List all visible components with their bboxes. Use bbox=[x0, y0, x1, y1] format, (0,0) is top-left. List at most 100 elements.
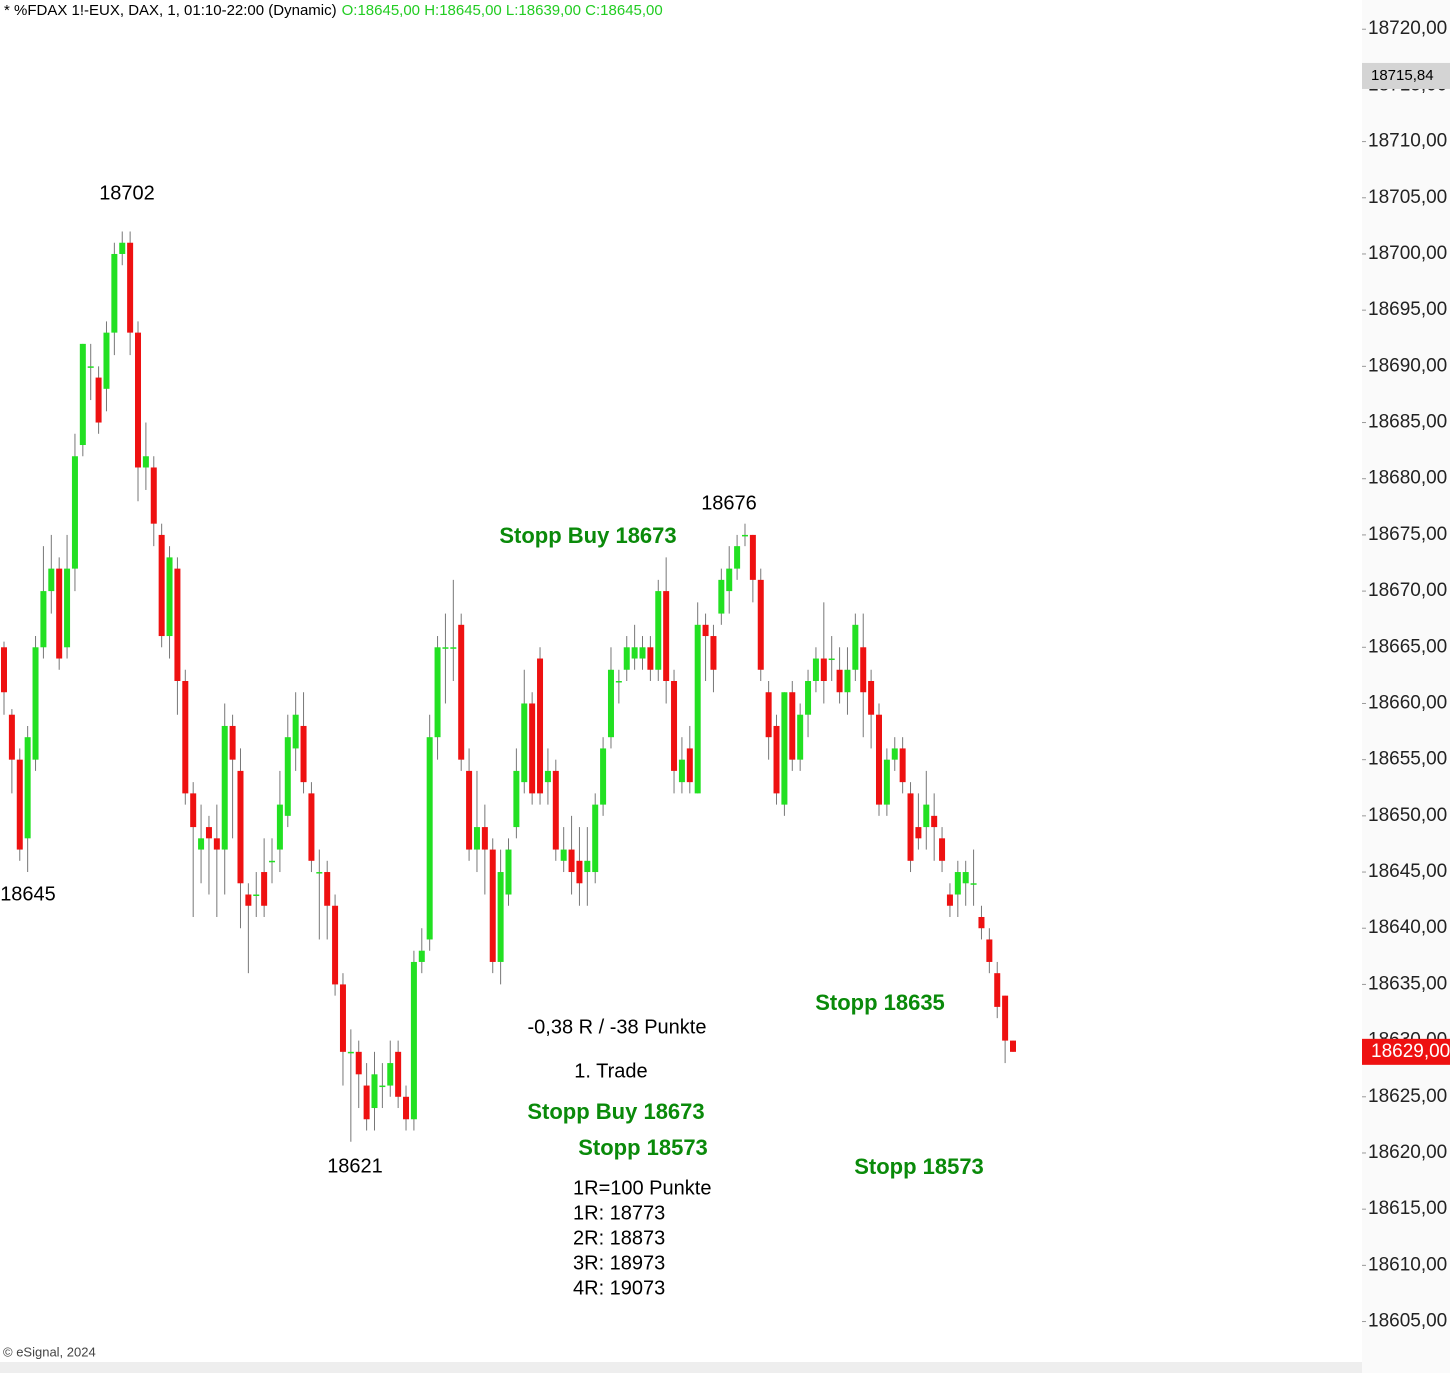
y-tick-label: 18670,00 bbox=[1368, 580, 1447, 601]
candle-body bbox=[923, 804, 930, 828]
y-tick-label: 18620,00 bbox=[1368, 1142, 1447, 1163]
candle-body bbox=[852, 624, 859, 670]
candle-body bbox=[205, 827, 212, 839]
price-tag-label: 18629,00 bbox=[1371, 1041, 1450, 1062]
candle-body bbox=[860, 647, 867, 693]
candle-body bbox=[954, 872, 961, 895]
candle-body bbox=[497, 872, 504, 962]
y-tick-label: 18675,00 bbox=[1368, 524, 1447, 545]
candle-body bbox=[710, 636, 717, 670]
annotation: 3R: 18973 bbox=[573, 1252, 665, 1274]
candle-body bbox=[103, 332, 110, 389]
candle-body bbox=[166, 557, 173, 637]
candle-body bbox=[371, 1074, 378, 1109]
candle-body bbox=[213, 838, 220, 850]
candle-body bbox=[765, 692, 772, 738]
annotation: -0,38 R / -38 Punkte bbox=[528, 1016, 707, 1038]
candle-body bbox=[8, 714, 15, 760]
candle-body bbox=[568, 849, 575, 873]
candle-body bbox=[828, 658, 835, 661]
candle-body bbox=[946, 894, 953, 906]
annotation: 18676 bbox=[701, 492, 757, 514]
candle-body bbox=[379, 1085, 386, 1088]
candle-body bbox=[552, 770, 559, 850]
candle-body bbox=[939, 838, 946, 861]
annotation: 18702 bbox=[99, 182, 155, 204]
candle-body bbox=[308, 793, 315, 861]
candle-body bbox=[592, 804, 599, 873]
y-tick-label: 18605,00 bbox=[1368, 1311, 1447, 1332]
y-tick-label: 18650,00 bbox=[1368, 805, 1447, 826]
chart-title: * %FDAX 1!-EUX, DAX, 1, 01:10-22:00 (Dyn… bbox=[4, 2, 337, 19]
candle-body bbox=[95, 377, 102, 423]
candle-body bbox=[174, 568, 181, 681]
candle-body bbox=[40, 591, 47, 648]
candle-body bbox=[158, 534, 165, 637]
plot-area bbox=[1, 231, 1016, 1142]
candle-body bbox=[410, 961, 417, 1120]
candle-body bbox=[418, 950, 425, 962]
y-tick-label: 18680,00 bbox=[1368, 468, 1447, 489]
candle-body bbox=[671, 681, 678, 771]
copyright: © eSignal, 2024 bbox=[3, 1344, 96, 1359]
candle-body bbox=[607, 669, 614, 738]
candle-body bbox=[686, 748, 693, 783]
candle-body bbox=[48, 568, 55, 592]
y-tick-label: 18685,00 bbox=[1368, 412, 1447, 433]
candle-body bbox=[702, 624, 709, 637]
candle-body bbox=[891, 748, 898, 760]
candle-body bbox=[631, 647, 638, 659]
candle-body bbox=[521, 703, 528, 783]
candle-body bbox=[434, 647, 441, 738]
candle-body bbox=[868, 681, 875, 715]
candle-body bbox=[962, 872, 969, 884]
candle-body bbox=[87, 366, 94, 368]
annotation: Stopp Buy 18673 bbox=[527, 1099, 704, 1124]
price-tag bbox=[1362, 62, 1450, 89]
candle-body bbox=[875, 714, 882, 805]
candle-body bbox=[190, 793, 197, 828]
annotation: 4R: 19073 bbox=[573, 1277, 665, 1299]
y-tick-label: 18615,00 bbox=[1368, 1198, 1447, 1219]
candle-body bbox=[647, 647, 654, 670]
candle-body bbox=[111, 253, 118, 333]
candle-body bbox=[198, 838, 205, 850]
candle-body bbox=[473, 827, 480, 850]
annotation: Stopp 18573 bbox=[578, 1135, 708, 1160]
candle-body bbox=[544, 770, 551, 783]
candle-body bbox=[64, 568, 71, 648]
candle-body bbox=[560, 849, 567, 861]
candle-body bbox=[1010, 1040, 1016, 1052]
candle-body bbox=[757, 579, 764, 670]
candle-body bbox=[844, 669, 851, 693]
price-tag bbox=[1362, 1038, 1450, 1065]
candle-body bbox=[529, 703, 536, 794]
y-tick-label: 18710,00 bbox=[1368, 131, 1447, 152]
candle-body bbox=[150, 467, 157, 524]
candle-body bbox=[812, 658, 819, 681]
candle-body bbox=[458, 624, 465, 760]
candle-body bbox=[135, 332, 142, 468]
candle-body bbox=[245, 894, 252, 906]
candle-body bbox=[576, 860, 583, 884]
y-tick-label: 18655,00 bbox=[1368, 749, 1447, 770]
candle-body bbox=[237, 770, 244, 884]
candle-body bbox=[907, 793, 914, 861]
candle-body bbox=[347, 1051, 354, 1054]
annotation: Stopp 18573 bbox=[854, 1154, 984, 1179]
candle-body bbox=[442, 647, 449, 649]
annotation: 18621 bbox=[327, 1155, 383, 1177]
candle-body bbox=[292, 714, 299, 749]
candle-body bbox=[986, 939, 993, 962]
candle-body bbox=[300, 725, 307, 783]
y-tick-label: 18705,00 bbox=[1368, 187, 1447, 208]
candle-body bbox=[600, 748, 607, 805]
candle-body bbox=[387, 1063, 394, 1086]
y-tick-label: 18665,00 bbox=[1368, 636, 1447, 657]
candle-body bbox=[623, 647, 630, 670]
candle-body bbox=[915, 827, 922, 839]
candle-body bbox=[142, 456, 149, 468]
candle-body bbox=[820, 658, 827, 681]
annotation: 1R: 18773 bbox=[573, 1202, 665, 1224]
